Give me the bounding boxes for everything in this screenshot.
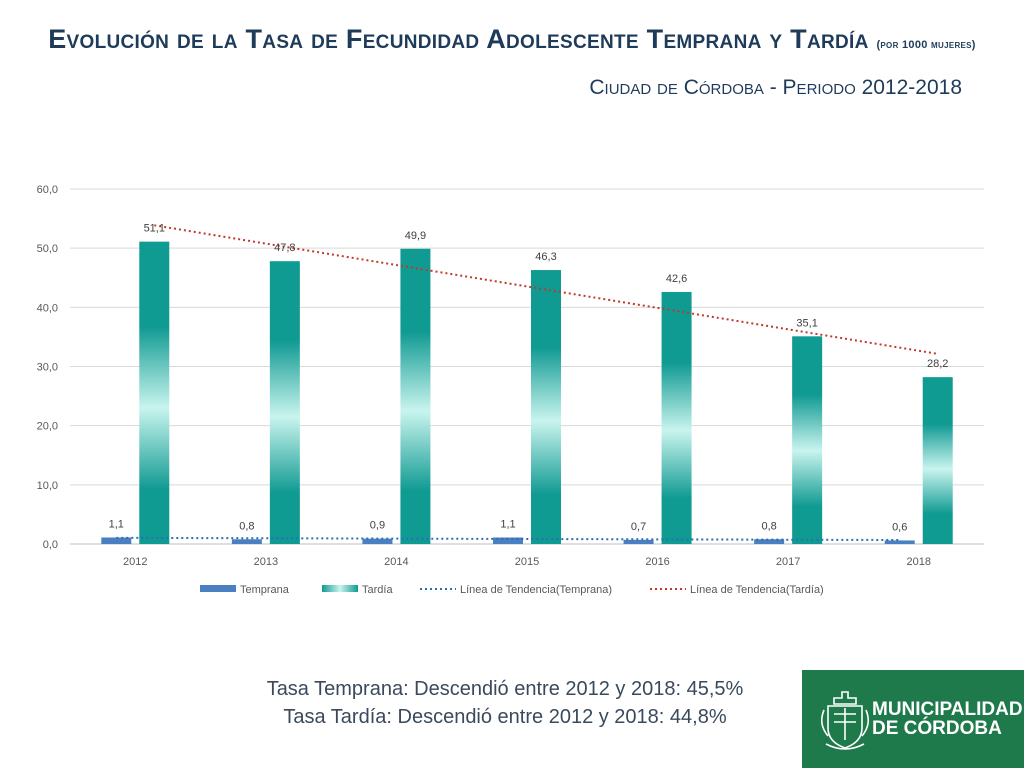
data-label-tardia: 46,3 — [535, 251, 556, 263]
logo-line-2: DE CÓRDOBA — [872, 718, 1002, 739]
bar-temprana — [231, 539, 262, 544]
legend-swatch — [322, 585, 358, 592]
bar-temprana — [754, 539, 785, 544]
y-tick-label: 20,0 — [37, 421, 58, 433]
trendline-tardia — [154, 224, 938, 355]
bar-tardia — [922, 377, 953, 544]
data-label-temprana: 1,1 — [109, 518, 124, 530]
logo-text: MUNICIPALIDAD DE CÓRDOBA — [872, 700, 1023, 738]
data-label-tardia: 51,1 — [144, 223, 165, 235]
data-label-tardia: 47,8 — [274, 242, 295, 254]
bar-tardia — [531, 270, 561, 544]
data-label-temprana: 0,8 — [239, 520, 254, 532]
summary-tardia: Tasa Tardía: Descendió entre 2012 y 2018… — [283, 706, 727, 728]
legend-label: Línea de Tendencia(Temprana) — [460, 584, 612, 596]
chart-subtitle: Ciudad de Córdoba - Periodo 2012-2018 — [589, 76, 962, 99]
y-tick-label: 30,0 — [37, 362, 58, 374]
bar-temprana — [884, 540, 915, 544]
x-tick-label: 2013 — [254, 556, 278, 568]
summary-text: Tasa Temprana: Descendió entre 2012 y 20… — [230, 675, 780, 731]
x-tick-label: 2016 — [645, 556, 669, 568]
bar-chart: 0,0 10,0 20,0 30,0 40,0 50,0 60,0 2012 2013 2014 2… — [37, 184, 984, 596]
y-tick-label: 0,0 — [43, 539, 58, 551]
bar-tardia — [269, 261, 300, 544]
bar-temprana — [362, 538, 393, 544]
bar-temprana — [623, 539, 654, 544]
y-tick-label: 40,0 — [37, 302, 58, 314]
x-tick-label: 2018 — [906, 556, 930, 568]
legend-trend-temprana: Línea de Tendencia(Temprana) — [420, 584, 612, 596]
data-label-tardia: 35,1 — [796, 317, 817, 329]
bar-tardia — [661, 291, 692, 544]
coat-of-arms-icon — [820, 691, 870, 750]
x-tick-label: 2012 — [123, 556, 147, 568]
data-label-tardia: 42,6 — [666, 273, 687, 285]
chart-title: Evolución de la Tasa de Fecundidad Adole… — [0, 24, 1024, 55]
x-tick-label: 2017 — [776, 556, 800, 568]
data-label-temprana: 0,9 — [370, 520, 385, 532]
bar-tardia — [792, 336, 823, 544]
bar-tardia — [400, 248, 431, 544]
y-tick-label: 50,0 — [37, 243, 58, 255]
summary-temprana: Tasa Temprana: Descendió entre 2012 y 20… — [266, 678, 744, 700]
chart-title-unit: (por 1000 mujeres) — [876, 39, 976, 51]
trendline-temprana — [116, 536, 900, 542]
bar-temprana — [101, 537, 132, 544]
y-tick-label: 60,0 — [37, 184, 58, 196]
legend-tardia: Tardía — [322, 584, 393, 596]
data-label-temprana: 0,6 — [892, 521, 907, 533]
data-label-temprana: 0,8 — [761, 520, 776, 532]
legend-temprana: Temprana — [200, 584, 290, 596]
municipality-logo: MUNICIPALIDAD DE CÓRDOBA — [802, 670, 1024, 768]
logo-line-1: MUNICIPALIDAD — [872, 699, 1023, 720]
chart-title-text: Evolución de la Tasa de Fecundidad Adole… — [48, 24, 869, 54]
y-tick-label: 10,0 — [37, 480, 58, 492]
data-label-tardia: 28,2 — [927, 358, 948, 370]
data-label-temprana: 0,7 — [631, 521, 646, 533]
legend-label: Temprana — [240, 584, 290, 596]
legend-swatch — [200, 585, 236, 592]
data-label-temprana: 1,1 — [500, 518, 515, 530]
bar-temprana — [493, 537, 523, 544]
bar-tardia — [139, 241, 170, 545]
legend-label: Línea de Tendencia(Tardía) — [690, 584, 824, 596]
x-tick-label: 2014 — [384, 556, 408, 568]
data-label-tardia: 49,9 — [405, 230, 426, 242]
legend-label: Tardía — [362, 584, 393, 596]
legend-trend-tardia: Línea de Tendencia(Tardía) — [650, 584, 824, 596]
x-tick-label: 2015 — [515, 556, 539, 568]
